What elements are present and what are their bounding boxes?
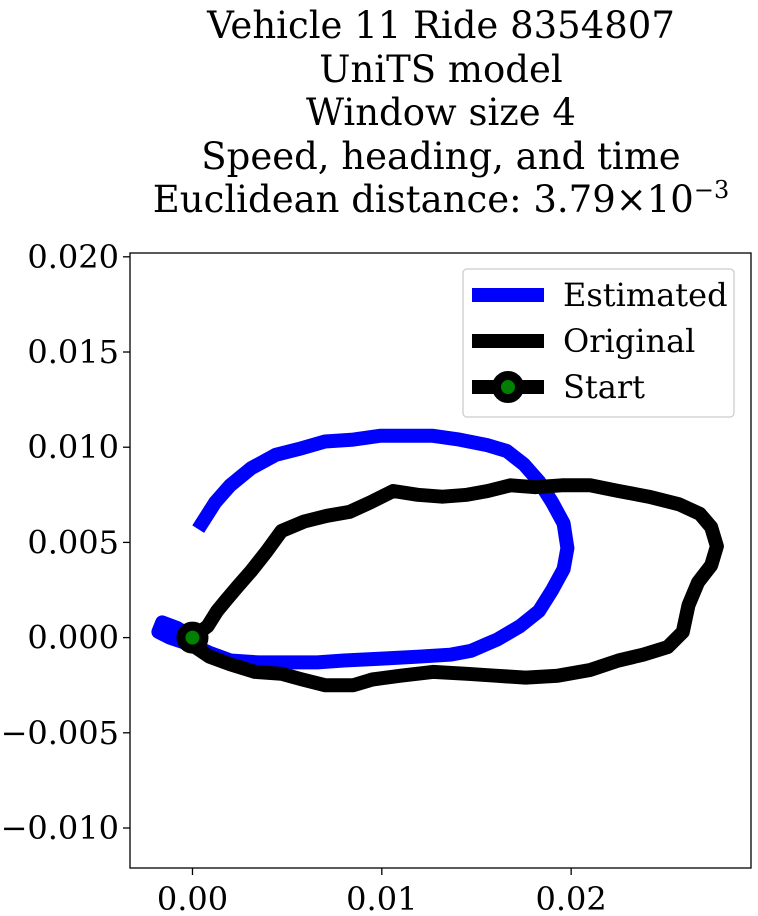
legend-label-original: Original: [563, 322, 695, 360]
x-tick-label: 0.00: [157, 880, 228, 916]
title-distance-exponent: −3: [693, 176, 730, 204]
title-line-distance: Euclidean distance: 3.79×10−3: [124, 178, 758, 222]
chart-title: Vehicle 11 Ride 8354807 UniTS model Wind…: [0, 4, 758, 222]
y-tick-label: 0.000: [27, 619, 119, 657]
y-tick-label: −0.010: [1, 809, 119, 847]
y-tick-label: 0.010: [27, 428, 119, 466]
legend-label-estimated: Estimated: [563, 276, 728, 314]
y-tick-label: 0.015: [27, 333, 119, 371]
x-tick-label: 0.01: [346, 880, 417, 916]
y-tick-label: 0.005: [27, 523, 119, 561]
title-distance-text: Euclidean distance: 3.79×10: [152, 178, 694, 221]
y-tick-label: −0.005: [1, 714, 119, 752]
title-line-vehicle: Vehicle 11 Ride 8354807: [207, 4, 675, 47]
title-line-model: UniTS model: [319, 47, 563, 91]
legend-label-start: Start: [563, 368, 645, 406]
series-line-estimated: [151, 428, 575, 670]
title-line-window: Window size 4: [306, 91, 576, 134]
y-tick-label: 0.020: [27, 238, 119, 276]
legend: Estimated Original Start: [462, 268, 735, 418]
series-line-original: [185, 478, 724, 693]
legend-start-marker: [492, 371, 524, 403]
plot-frame: [129, 252, 752, 869]
x-tick-label: 0.02: [536, 880, 607, 916]
title-line-features: Speed, heading, and time: [201, 134, 681, 178]
start-marker: [176, 621, 209, 654]
